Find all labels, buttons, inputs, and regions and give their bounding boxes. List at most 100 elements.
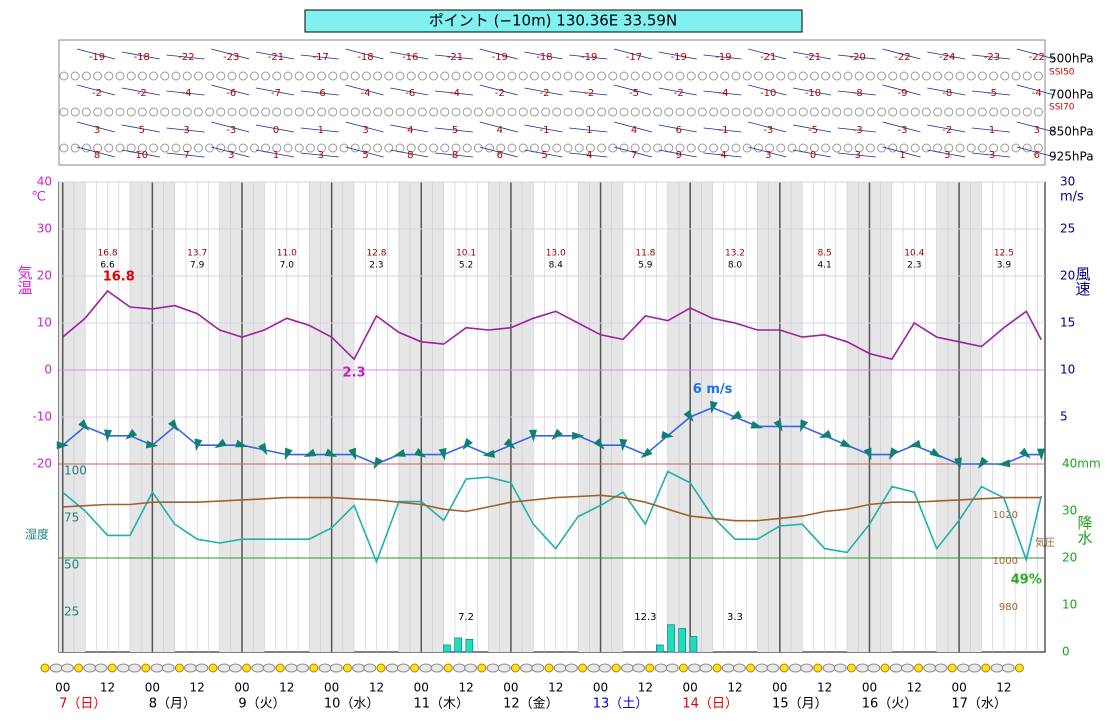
x-tick-label: 12: [638, 681, 653, 695]
stability-dot: [731, 107, 741, 117]
wind-barb: [658, 124, 697, 133]
wind-barb: [837, 90, 876, 96]
wind-arrow: [954, 457, 962, 470]
wind-arrow: [908, 439, 922, 448]
weather-icon: [947, 663, 957, 673]
stability-dot: [93, 143, 103, 153]
stability-dot: [440, 71, 450, 81]
wind-barb: [882, 84, 921, 96]
stability-dot: [193, 143, 203, 153]
stability-dot: [563, 71, 573, 81]
wind-barb: [748, 146, 787, 158]
weather-icon: [923, 663, 937, 673]
upper-temp: -5: [629, 88, 639, 99]
wind-barb: [479, 121, 518, 133]
stability-dot: [473, 71, 483, 81]
day-label: 7（日）: [59, 697, 106, 712]
wind-arrow: [303, 448, 317, 457]
stability-dot: [899, 143, 909, 153]
stability-dot: [989, 71, 999, 81]
wind-barb: [434, 152, 474, 158]
stability-dot: [429, 107, 439, 117]
weather-icon: [309, 663, 319, 673]
stability-dot: [328, 143, 338, 153]
wind-arrow: [235, 439, 248, 448]
wind-barb: [569, 127, 608, 133]
day-label: 11（木）: [414, 697, 470, 712]
daily-min: 5.9: [638, 261, 653, 271]
wind-barb: [345, 84, 384, 96]
weather-icon: [665, 663, 679, 673]
upper-temp: 7: [631, 150, 637, 161]
wind-barb: [927, 87, 966, 96]
y2-label: 風速: [1074, 266, 1092, 297]
wind-barb: [927, 124, 966, 133]
wind-barb: [882, 146, 921, 158]
wind-barb: [300, 54, 339, 60]
stability-dot: [137, 71, 147, 81]
stability-dot: [563, 107, 573, 117]
stability-dot: [361, 143, 371, 153]
weather-icon: [766, 663, 780, 673]
series-line: [62, 289, 1043, 361]
stability-dot: [977, 107, 987, 117]
stability-dot: [317, 71, 327, 81]
y2-tick-label: 30: [1060, 175, 1075, 189]
upper-temp: 6: [497, 150, 503, 161]
wind-barb: [211, 146, 250, 158]
stability-dot: [193, 71, 203, 81]
stability-dot: [440, 107, 450, 117]
precip-tick-label: 30: [1062, 504, 1077, 518]
stability-dot: [597, 143, 607, 153]
stability-dot: [563, 143, 573, 153]
upper-temp: -8: [853, 88, 863, 99]
stability-dot: [395, 71, 405, 81]
wind-barb: [345, 48, 384, 60]
day-label: 17（水）: [951, 697, 1007, 712]
wind-barb: [255, 149, 295, 158]
stability-dot: [1022, 107, 1032, 117]
wind-barb: [121, 124, 160, 133]
upper-temp: 4: [720, 150, 726, 161]
wind-barb: [792, 149, 832, 158]
precip-tick-label: 0: [1062, 645, 1070, 659]
upper-temp: 3: [94, 125, 100, 136]
wind-barb: [345, 146, 384, 158]
weather-icon: [1014, 663, 1024, 673]
stability-dot: [854, 71, 864, 81]
stability-dot: [104, 107, 114, 117]
weather-icon: [116, 663, 130, 673]
stability-dot: [182, 143, 192, 153]
pressure-label: 気圧: [1035, 536, 1055, 549]
upper-temp: 6: [1034, 150, 1040, 161]
wind-barb: [434, 127, 474, 133]
stability-dot: [585, 71, 595, 81]
stability-dot: [742, 107, 752, 117]
x-tick-label: 00: [683, 681, 698, 695]
stability-dot: [294, 71, 304, 81]
weather-icon: [956, 663, 970, 673]
wind-arrow: [214, 438, 227, 449]
upper-temp: -5: [808, 125, 818, 136]
stability-dot: [630, 71, 640, 81]
precip-total: 12.3: [634, 612, 656, 623]
stability-dot: [137, 143, 147, 153]
stability-dot: [809, 71, 819, 81]
stability-dot: [619, 143, 629, 153]
wind-arrow: [438, 447, 447, 461]
weather-icon: [430, 663, 444, 673]
humidity-tick-label: 100: [64, 464, 87, 478]
wind-barb: [211, 121, 250, 133]
stability-dot: [753, 71, 763, 81]
stability-dot: [776, 71, 786, 81]
wind-barb: [166, 54, 205, 60]
x-tick-label: 00: [234, 681, 249, 695]
stability-dot: [585, 107, 595, 117]
stability-dot: [529, 71, 539, 81]
x-tick-label: 00: [145, 681, 160, 695]
x-tick-label: 12: [817, 681, 832, 695]
weather-icon: [688, 663, 702, 673]
stability-dot: [697, 107, 707, 117]
upper-temp: 4: [407, 125, 413, 136]
stability-dot: [832, 107, 842, 117]
